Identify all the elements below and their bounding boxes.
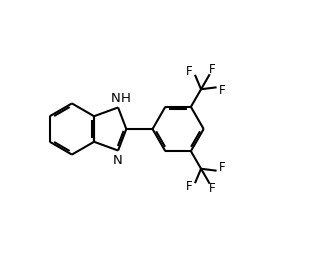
- Text: F: F: [186, 180, 193, 193]
- Text: N: N: [113, 154, 122, 167]
- Text: F: F: [209, 182, 216, 195]
- Text: F: F: [219, 84, 225, 97]
- Text: F: F: [209, 63, 216, 76]
- Text: F: F: [186, 65, 193, 78]
- Text: F: F: [219, 161, 225, 174]
- Text: H: H: [120, 92, 130, 105]
- Text: N: N: [111, 92, 120, 105]
